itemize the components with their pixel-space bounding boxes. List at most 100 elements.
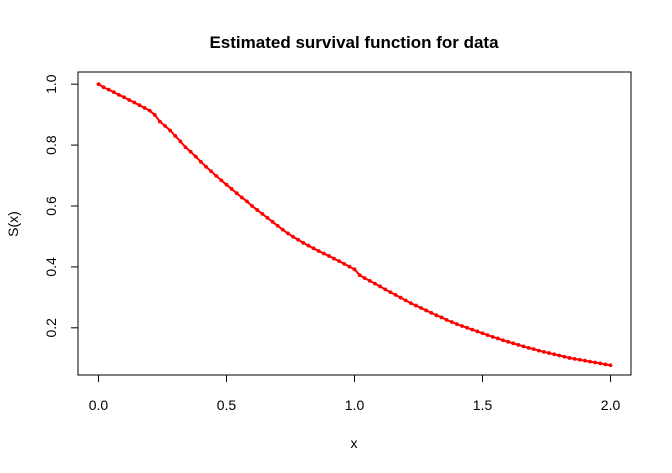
data-point	[96, 82, 101, 87]
y-tick-label: 0.8	[43, 135, 59, 155]
x-tick-label: 0.0	[89, 397, 109, 413]
data-point	[506, 339, 511, 344]
data-point	[521, 344, 526, 349]
data-point	[598, 361, 603, 366]
data-point	[414, 303, 418, 308]
data-point	[229, 187, 234, 191]
data-point	[536, 348, 541, 353]
data-point	[449, 320, 454, 324]
data-point	[516, 342, 521, 347]
data-point	[547, 351, 551, 355]
y-tick-label: 0.6	[43, 196, 59, 216]
data-point	[291, 234, 295, 239]
data-point	[367, 279, 372, 283]
data-point	[531, 347, 536, 352]
data-point	[562, 354, 567, 359]
data-point	[193, 154, 198, 159]
data-point	[204, 164, 208, 169]
data-point	[542, 349, 546, 354]
data-point	[501, 338, 505, 343]
data-point	[173, 134, 178, 138]
data-point	[147, 108, 152, 113]
data-point	[311, 246, 316, 251]
data-point	[424, 308, 429, 313]
data-point	[132, 100, 137, 105]
data-point	[352, 267, 357, 272]
series-layer	[96, 82, 613, 368]
data-point	[117, 92, 121, 97]
x-tick-label: 1.0	[345, 397, 365, 413]
data-point	[332, 256, 336, 261]
data-point	[270, 219, 275, 224]
data-point	[280, 227, 285, 232]
x-tick-label: 0.5	[217, 397, 237, 413]
data-point	[127, 98, 132, 102]
data-point	[286, 231, 290, 236]
data-point	[373, 281, 377, 286]
data-point	[321, 251, 326, 256]
data-point	[588, 359, 592, 364]
data-point	[250, 204, 254, 208]
data-point	[495, 336, 500, 341]
data-point	[337, 259, 342, 264]
data-point	[552, 352, 557, 357]
data-point	[214, 173, 219, 178]
data-point	[301, 240, 306, 245]
data-point	[608, 363, 613, 368]
x-tick-label: 2.0	[601, 397, 621, 413]
x-axis-label: x	[351, 435, 358, 451]
data-point	[419, 306, 423, 310]
data-point	[577, 357, 582, 362]
data-point	[106, 87, 111, 92]
data-point	[490, 335, 495, 339]
data-point	[168, 128, 173, 133]
data-point	[475, 329, 480, 334]
data-point	[393, 293, 398, 297]
data-point	[485, 333, 490, 338]
data-point	[455, 322, 459, 327]
data-point	[306, 243, 311, 248]
data-point	[572, 356, 577, 361]
data-point	[234, 191, 239, 196]
data-point	[460, 324, 464, 328]
data-point	[275, 223, 280, 228]
data-point	[183, 145, 188, 150]
data-point	[480, 331, 485, 336]
data-point	[444, 317, 449, 322]
data-point	[122, 95, 126, 100]
data-point	[255, 208, 260, 212]
y-tick-label: 1.0	[43, 74, 59, 94]
data-point	[583, 358, 587, 363]
data-point	[347, 264, 352, 269]
x-axis: 0.0 0.5 1.0 1.5 2.0	[89, 374, 621, 413]
data-point	[326, 254, 331, 258]
data-point	[388, 290, 393, 295]
data-point	[362, 276, 367, 281]
data-point	[265, 215, 270, 220]
data-point	[357, 273, 362, 278]
y-tick-label: 0.4	[43, 257, 59, 277]
data-point	[429, 310, 434, 315]
data-point	[101, 85, 106, 90]
data-point	[398, 295, 403, 300]
data-point	[245, 199, 249, 204]
data-point	[224, 182, 229, 187]
data-point	[403, 298, 408, 303]
data-point	[178, 139, 183, 144]
data-point	[296, 237, 301, 242]
data-point	[137, 103, 142, 108]
chart-title: Estimated survival function for data	[209, 33, 499, 52]
data-point	[603, 362, 608, 367]
data-point	[567, 356, 572, 360]
data-point	[465, 325, 470, 330]
data-point	[198, 159, 203, 164]
data-point	[188, 149, 193, 154]
data-point	[316, 249, 321, 253]
data-point	[511, 341, 516, 346]
x-tick-label: 1.5	[473, 397, 493, 413]
y-axis-label: S(x)	[5, 211, 21, 237]
y-axis: 0.2 0.4 0.6 0.8 1.0	[43, 74, 79, 338]
data-point	[142, 106, 147, 110]
data-point	[557, 353, 562, 358]
